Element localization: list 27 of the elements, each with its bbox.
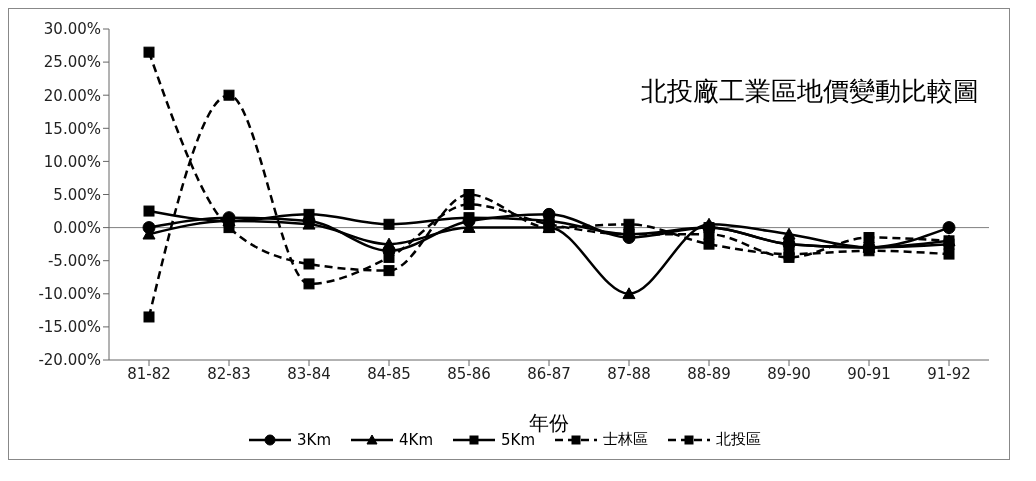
legend-label: 北投區 [716, 430, 761, 449]
y-tick-label: -20.00% [38, 351, 101, 370]
x-tick-label: 86-87 [527, 364, 571, 383]
y-tick-label: 25.00% [43, 53, 101, 72]
y-tick-label: -10.00% [38, 285, 101, 304]
y-tick-label: 0.00% [53, 218, 101, 237]
x-tick-label: 91-92 [927, 364, 971, 383]
y-tick-label: 5.00% [53, 185, 101, 204]
x-tick-label: 83-84 [287, 364, 331, 383]
y-tick-label: -15.00% [38, 318, 101, 337]
x-tick-label: 81-82 [127, 364, 171, 383]
y-tick-label: 10.00% [43, 152, 101, 171]
x-tick-label: 84-85 [367, 364, 411, 383]
x-tick-label: 89-90 [767, 364, 811, 383]
x-tick-label: 85-86 [447, 364, 491, 383]
legend-label: 3Km [297, 430, 331, 449]
x-tick-label: 82-83 [207, 364, 251, 383]
y-tick-label: -5.00% [47, 252, 101, 271]
y-tick-label: 30.00% [43, 20, 101, 39]
legend-label: 士林區 [603, 430, 648, 449]
legend-label: 4Km [399, 430, 433, 449]
text: 北投廠工業區地價變動比較圖 [641, 75, 979, 108]
x-tick-label: 90-91 [847, 364, 891, 383]
y-tick-label: 15.00% [43, 119, 101, 138]
x-tick-label: 87-88 [607, 364, 651, 383]
y-tick-label: 20.00% [43, 86, 101, 105]
x-tick-label: 88-89 [687, 364, 731, 383]
